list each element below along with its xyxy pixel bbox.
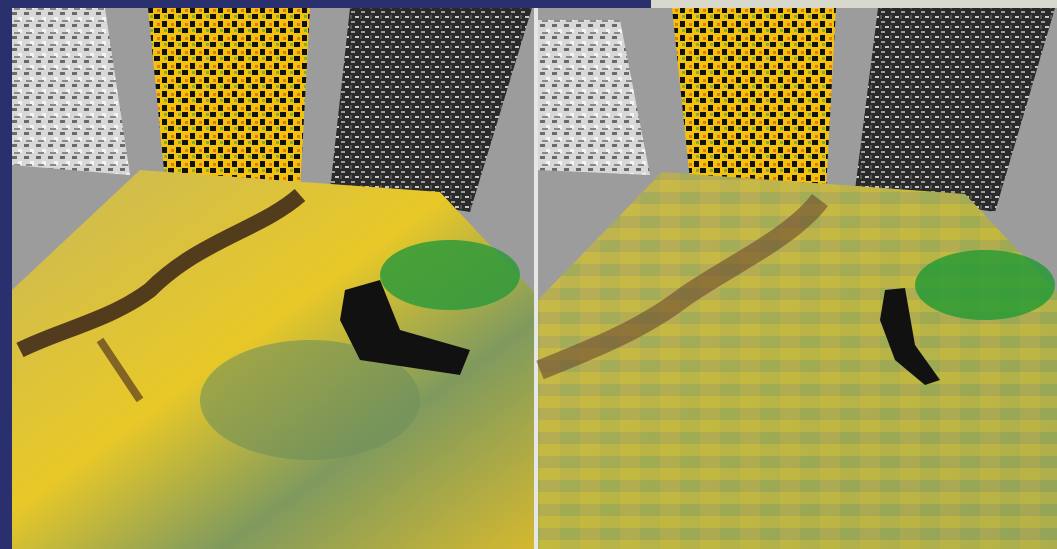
- page: [0, 0, 1057, 549]
- landuse-panel: [148, 8, 310, 190]
- scene: [0, 0, 1057, 549]
- divider: [534, 8, 538, 549]
- left-view: [12, 8, 534, 549]
- left-edge: [0, 0, 12, 549]
- forest: [380, 240, 520, 310]
- top-strip-right: [651, 0, 1057, 8]
- top-strip: [126, 0, 651, 8]
- forest: [915, 250, 1055, 320]
- right-view: [538, 8, 1057, 549]
- landuse-panel: [672, 8, 836, 190]
